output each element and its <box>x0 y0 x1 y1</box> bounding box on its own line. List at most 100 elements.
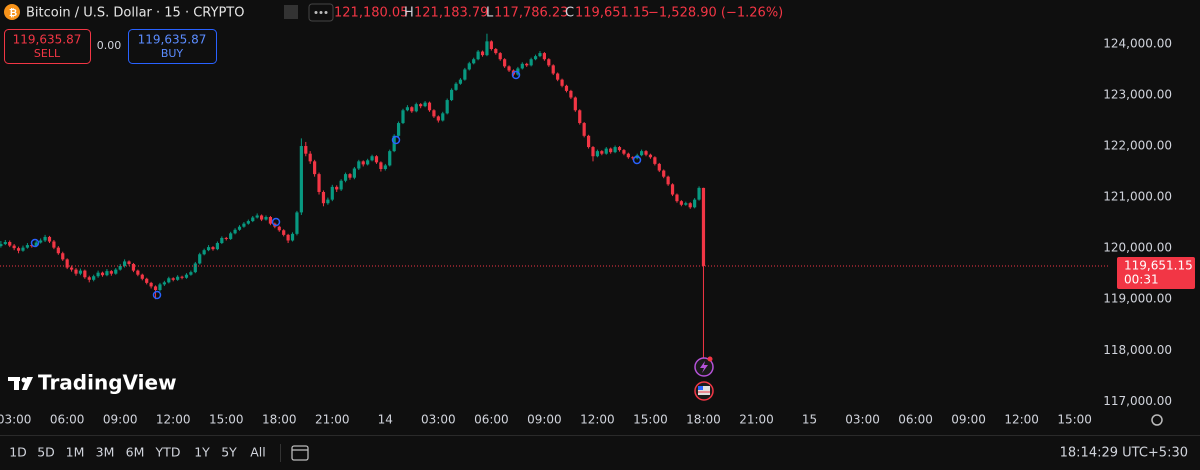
candle-body <box>374 156 379 163</box>
candle-body <box>246 221 250 224</box>
x-tick-label: 15:00 <box>209 413 244 427</box>
candle-body <box>396 123 401 136</box>
candle-body <box>405 107 410 111</box>
candle-body <box>127 261 131 264</box>
candle-body <box>215 243 220 250</box>
buy-price[interactable]: 119,635.87 <box>138 33 207 47</box>
candle-body <box>569 90 573 98</box>
candle-body <box>206 247 211 251</box>
symbol-icon <box>4 4 20 20</box>
range-button[interactable]: 1M <box>66 445 85 460</box>
candle-body <box>533 56 538 60</box>
candle-body <box>8 242 12 246</box>
price-tag-countdown: 00:31 <box>1124 272 1159 286</box>
range-button[interactable]: YTD <box>155 445 181 460</box>
y-tick-label: 120,000.00 <box>1103 241 1172 255</box>
high-value: 121,183.79 <box>414 6 488 21</box>
candle-body <box>370 156 374 161</box>
candle-body <box>299 146 303 213</box>
candle-body <box>564 85 569 91</box>
candle-body <box>525 63 529 66</box>
candle-body <box>0 244 3 247</box>
candle-body <box>255 215 259 218</box>
candle-body <box>626 153 630 158</box>
visibility-toggle[interactable] <box>308 3 334 22</box>
x-tick-label: 21:00 <box>739 413 774 427</box>
candle-body <box>145 278 149 283</box>
settings-icon[interactable] <box>1151 414 1163 426</box>
symbol-icon-glyph: ₿ <box>9 7 17 19</box>
candle-body <box>158 284 162 291</box>
candle-body <box>131 263 136 271</box>
x-tick-label: 14 <box>378 413 393 427</box>
flag-icon[interactable] <box>284 5 298 19</box>
sell-button[interactable]: 119,635.87 SELL <box>4 29 91 64</box>
candle-body <box>237 226 242 230</box>
candle-body <box>653 157 657 164</box>
range-button[interactable]: 3M <box>96 445 115 460</box>
candle-body <box>547 59 551 66</box>
candle-body <box>600 151 604 154</box>
sell-price[interactable]: 119,635.87 <box>13 33 82 47</box>
candle-body <box>423 102 427 107</box>
range-button[interactable]: 1D <box>9 445 27 460</box>
candle-body <box>171 278 175 280</box>
candle-body <box>69 267 74 270</box>
candle-body <box>556 73 560 80</box>
candle-body <box>573 97 577 111</box>
candle-body <box>224 237 228 239</box>
clock[interactable]: 18:14:29 UTC+5:30 <box>1060 446 1188 461</box>
x-tick-label: 09:00 <box>527 413 562 427</box>
buy-label[interactable]: BUY <box>161 47 184 60</box>
candle-body <box>617 147 622 151</box>
range-button[interactable]: 5Y <box>221 445 237 460</box>
candle-body <box>670 184 675 195</box>
candle-body <box>83 270 87 278</box>
range-button[interactable]: 5D <box>37 445 55 460</box>
candle-body <box>529 59 533 66</box>
candle-body <box>582 123 586 136</box>
candle-body <box>485 41 489 56</box>
candle-body <box>666 176 670 185</box>
date-range-icon[interactable] <box>291 445 309 461</box>
candle-body <box>450 89 454 101</box>
candle-body <box>74 269 78 274</box>
range-button[interactable]: 6M <box>126 445 145 460</box>
candle-body <box>366 160 370 165</box>
news-icons[interactable] <box>694 356 714 401</box>
candle-body <box>61 253 65 260</box>
range-button[interactable]: All <box>250 445 266 460</box>
candle-body <box>454 83 458 90</box>
candle-body <box>343 174 348 181</box>
candle-body <box>467 63 471 70</box>
candle-body <box>326 199 330 204</box>
candle-body <box>494 49 498 54</box>
candle-body <box>476 51 480 60</box>
candle-body <box>463 69 467 80</box>
x-tick-label: 03:00 <box>0 413 31 427</box>
x-tick-label: 15:00 <box>633 413 668 427</box>
candle-body <box>591 147 595 157</box>
candle-body <box>264 216 268 220</box>
range-button[interactable]: 1Y <box>194 445 210 460</box>
x-tick-label: 03:00 <box>845 413 880 427</box>
candle-body <box>684 203 688 205</box>
candle-body <box>631 157 635 159</box>
low-value: 117,786.23 <box>494 6 568 21</box>
candle-body <box>220 237 224 244</box>
x-tick-label: 09:00 <box>103 413 138 427</box>
candle-body <box>383 165 387 170</box>
symbol-title[interactable]: Bitcoin / U.S. Dollar · 15 · CRYPTO <box>26 6 244 21</box>
candle-body <box>242 223 246 227</box>
sell-label[interactable]: SELL <box>34 47 61 60</box>
candle-body <box>675 194 679 202</box>
candle-body <box>640 151 644 156</box>
candle-body <box>229 233 233 239</box>
x-tick-label: 15:00 <box>1057 413 1092 427</box>
candle-body <box>277 226 281 231</box>
candle-body <box>507 66 511 71</box>
buy-button[interactable]: 119,635.87 BUY <box>128 29 217 64</box>
candle-body <box>560 79 564 86</box>
candle-body <box>233 229 237 234</box>
